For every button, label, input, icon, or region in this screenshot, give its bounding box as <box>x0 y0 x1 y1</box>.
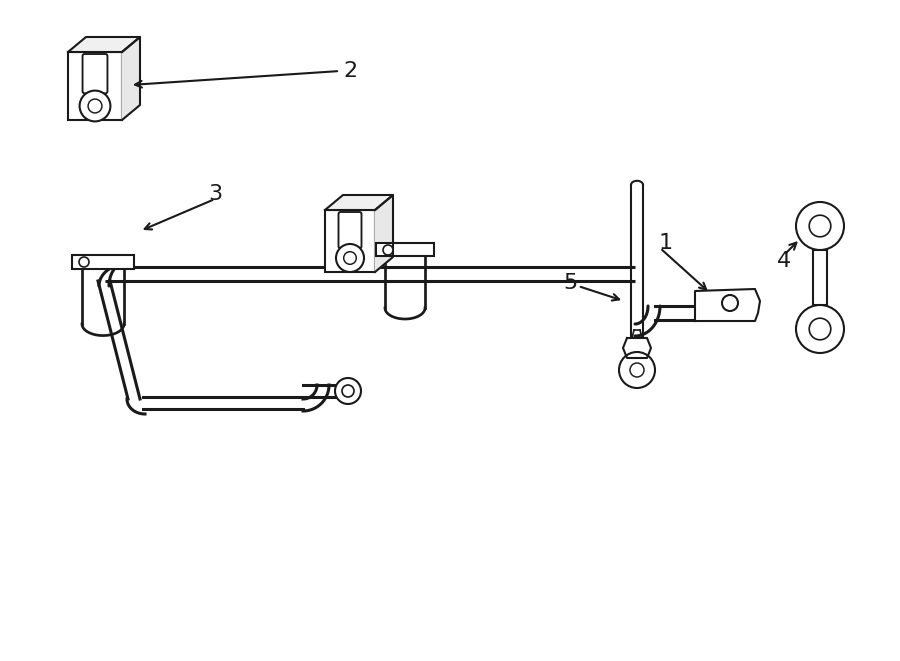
Circle shape <box>342 385 354 397</box>
Polygon shape <box>68 52 122 120</box>
Polygon shape <box>375 195 393 272</box>
Circle shape <box>796 305 844 353</box>
Polygon shape <box>325 210 375 272</box>
Polygon shape <box>623 338 651 358</box>
Circle shape <box>722 295 738 311</box>
Text: 3: 3 <box>208 184 222 204</box>
Polygon shape <box>68 37 140 52</box>
Bar <box>376 243 434 256</box>
Circle shape <box>383 245 393 255</box>
Circle shape <box>809 215 831 237</box>
Polygon shape <box>122 37 140 120</box>
Bar <box>72 255 134 269</box>
Text: 4: 4 <box>777 251 791 271</box>
FancyBboxPatch shape <box>83 54 107 93</box>
Circle shape <box>344 252 356 264</box>
Circle shape <box>336 244 364 272</box>
Text: 5: 5 <box>562 273 577 293</box>
FancyBboxPatch shape <box>338 212 362 249</box>
Circle shape <box>619 352 655 388</box>
Text: 2: 2 <box>343 61 357 81</box>
Circle shape <box>630 363 644 377</box>
Text: 1: 1 <box>659 233 673 253</box>
Circle shape <box>809 318 831 340</box>
Circle shape <box>335 378 361 404</box>
Circle shape <box>796 202 844 250</box>
Circle shape <box>79 91 111 122</box>
Polygon shape <box>695 289 760 321</box>
Polygon shape <box>325 195 393 210</box>
Circle shape <box>79 257 89 267</box>
Circle shape <box>88 99 102 113</box>
